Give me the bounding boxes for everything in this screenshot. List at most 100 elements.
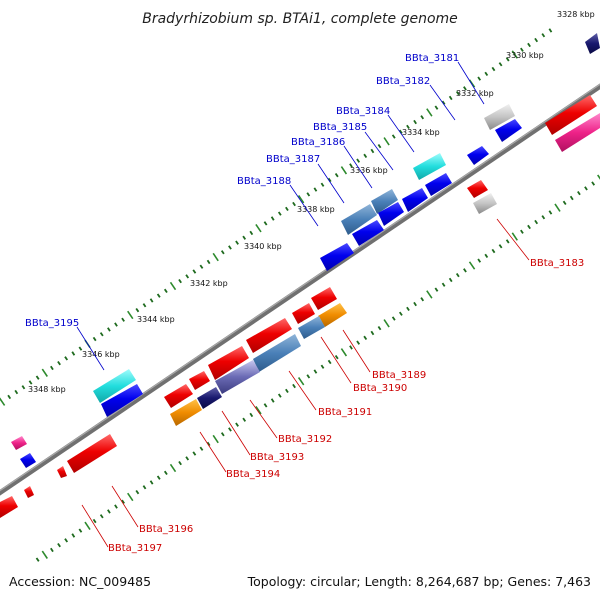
ruler-tick-top: [441, 100, 446, 105]
gene-arrow[interactable]: [318, 303, 347, 327]
gene-arrow[interactable]: [101, 384, 143, 417]
gene-label-bbta-3182[interactable]: BBta_3182: [376, 76, 430, 87]
ruler-tick-top: [0, 397, 6, 406]
gene-arrow[interactable]: [341, 204, 377, 235]
ruler-tick-top: [406, 124, 410, 129]
ruler-tick-top: [484, 71, 489, 76]
gene-label-bbta-3187[interactable]: BBta_3187: [266, 154, 320, 165]
gene-arrow[interactable]: [555, 113, 600, 152]
gene-label-bbta-3186[interactable]: BBta_3186: [291, 137, 345, 148]
gene-arrow[interactable]: [197, 387, 222, 409]
ruler-tick-top: [534, 37, 539, 43]
ruler-tick-bottom: [285, 388, 289, 393]
ruler-tick-top: [498, 62, 503, 67]
ruler-tick-bottom: [78, 528, 83, 533]
gene-arrow[interactable]: [352, 220, 384, 246]
gene-arrow[interactable]: [298, 316, 325, 339]
gene-arrow[interactable]: [67, 434, 117, 473]
gene-arrow[interactable]: [246, 318, 292, 353]
ruler-tick-bottom: [441, 282, 446, 287]
gene-arrow[interactable]: [189, 371, 210, 390]
ruler-tick-top: [114, 322, 118, 327]
ruler-tick-top: [235, 240, 239, 245]
ruler-tick-top: [163, 288, 168, 294]
ruler-tick-top: [206, 259, 211, 265]
gene-arrow[interactable]: [292, 303, 315, 324]
gene-arrow[interactable]: [378, 202, 404, 226]
ruler-tick-bottom: [370, 330, 375, 336]
ruler-tick-bottom: [255, 405, 262, 415]
gene-arrow[interactable]: [371, 189, 398, 214]
ruler-tick-top: [255, 223, 262, 233]
ruler-tick-bottom: [562, 200, 567, 206]
ruler-tick-bottom: [520, 229, 524, 234]
ruler-tick-top: [228, 245, 232, 250]
ruler-tick-top: [242, 235, 247, 240]
gene-arrow[interactable]: [253, 334, 301, 372]
gene-arrow[interactable]: [413, 153, 446, 180]
ruler-tick-top: [334, 172, 339, 178]
gene-arrow[interactable]: [57, 466, 67, 478]
gene-label-bbta-3193[interactable]: BBta_3193: [250, 452, 304, 463]
gene-label-bbta-3188[interactable]: BBta_3188: [237, 176, 291, 187]
ruler-tick-bottom: [455, 273, 460, 278]
gene-arrow[interactable]: [545, 95, 597, 135]
ruler-tick-bottom: [448, 277, 453, 283]
gene-label-bbta-3189[interactable]: BBta_3189: [372, 370, 426, 381]
ruler-tick-top: [21, 385, 26, 390]
ruler-tick-top: [7, 394, 12, 400]
ruler-tick-bottom: [235, 422, 239, 427]
gene-arrow[interactable]: [425, 173, 452, 196]
tick-label-3336: 3336 kbp: [350, 166, 388, 175]
ruler-tick-bottom: [121, 499, 125, 504]
ruler-tick-bottom: [597, 174, 600, 180]
gene-label-bbta-3196[interactable]: BBta_3196: [139, 524, 193, 535]
gene-arrow[interactable]: [467, 180, 488, 198]
ruler-tick-bottom: [306, 374, 311, 379]
gene-arrow[interactable]: [484, 104, 515, 130]
ruler-tick-top: [92, 336, 97, 342]
ruler-tick-bottom: [277, 393, 282, 398]
ruler-tick-top: [434, 105, 439, 110]
ruler-tick-top: [285, 206, 289, 211]
gene-label-bbta-3191[interactable]: BBta_3191: [318, 407, 372, 418]
gene-arrow[interactable]: [208, 346, 249, 380]
gene-arrow[interactable]: [93, 369, 136, 403]
tick-label-3330: 3330 kbp: [506, 51, 544, 60]
gene-arrow[interactable]: [20, 453, 36, 468]
gene-label-bbta-3197[interactable]: BBta_3197: [108, 543, 162, 554]
gene-arrow[interactable]: [11, 436, 27, 450]
ruler-tick-top: [491, 66, 496, 72]
ruler-tick-bottom: [406, 306, 410, 311]
ruler-tick-bottom: [242, 417, 247, 422]
ruler-tick-top: [306, 192, 311, 197]
gene-arrow[interactable]: [215, 360, 260, 394]
gene-arrow[interactable]: [585, 33, 600, 54]
ruler-tick-bottom: [349, 345, 353, 350]
gene-arrow[interactable]: [170, 399, 202, 426]
gene-label-bbta-3190[interactable]: BBta_3190: [353, 383, 407, 394]
ruler-tick-top: [199, 264, 204, 269]
ruler-tick-bottom: [99, 514, 104, 519]
gene-label-bbta-3192[interactable]: BBta_3192: [278, 434, 332, 445]
gene-label-bbta-3183[interactable]: BBta_3183: [530, 258, 584, 269]
ruler-tick-bottom: [356, 340, 361, 345]
gene-arrow[interactable]: [473, 193, 497, 214]
gene-label-bbta-3194[interactable]: BBta_3194: [226, 469, 280, 480]
ruler-tick-top: [28, 380, 33, 385]
gene-label-bbta-3195[interactable]: BBta_3195: [25, 318, 79, 329]
gene-arrow[interactable]: [495, 119, 522, 142]
gene-labels-bottom: BBta_3183 BBta_3189 BBta_3190 BBta_3191 …: [108, 258, 584, 554]
ruler-tick-top: [505, 57, 510, 62]
gene-arrow[interactable]: [164, 384, 193, 408]
gene-label-bbta-3184[interactable]: BBta_3184: [336, 106, 390, 117]
ruler-tick-top: [185, 274, 190, 279]
gene-arrow[interactable]: [467, 146, 489, 165]
gene-arrow[interactable]: [0, 496, 18, 518]
gene-arrow[interactable]: [402, 188, 428, 212]
gene-arrow[interactable]: [311, 287, 337, 310]
gene-label-bbta-3181[interactable]: BBta_3181: [405, 53, 459, 64]
gene-arrow[interactable]: [320, 243, 354, 271]
gene-label-bbta-3185[interactable]: BBta_3185: [313, 122, 367, 133]
gene-arrow[interactable]: [24, 486, 34, 498]
